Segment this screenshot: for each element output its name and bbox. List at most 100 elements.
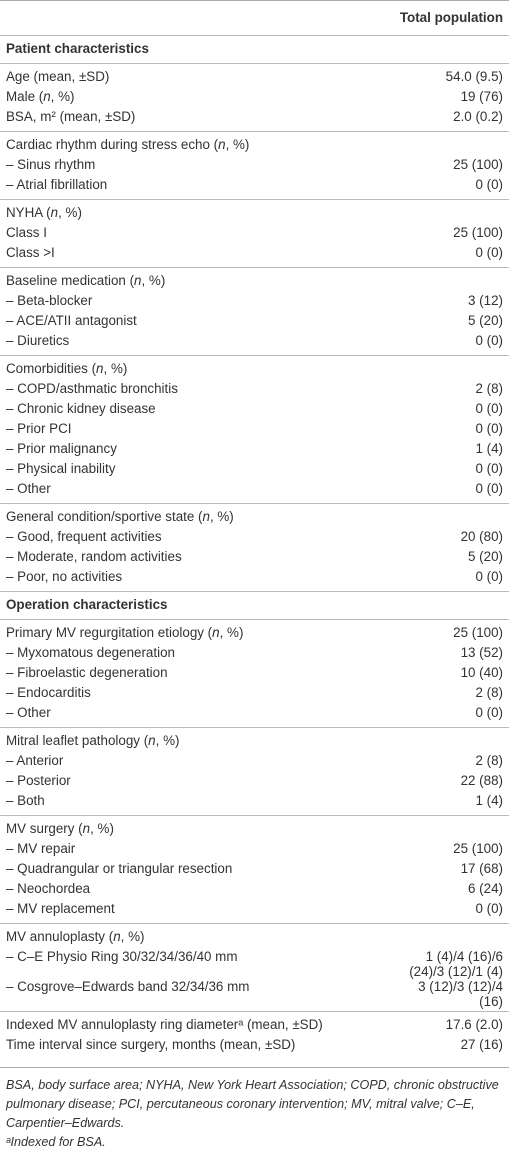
row-label: – ACE/ATII antagonist [6,313,137,328]
data-table: Total population Patient characteristics… [0,0,509,1060]
table-row: – Diuretics 0 (0) [0,333,509,356]
row-label: – Physical inability [6,461,116,476]
row-label: – Moderate, random activities [6,549,182,564]
row-value: 0 (0) [475,481,503,496]
table-row: Age (mean, ±SD) 54.0 (9.5) [0,64,509,90]
table-row: General condition/sportive state (n, %) [0,504,509,530]
row-value: 2 (8) [475,685,503,700]
row-label: – Prior PCI [6,421,72,436]
table-row: Male (n, %) 19 (76) [0,89,509,109]
row-value: 25 (100) [453,841,503,856]
table-row: – Prior malignancy 1 (4) [0,441,509,461]
table-row: – Prior PCI 0 (0) [0,421,509,441]
row-label: – Sinus rhythm [6,157,96,172]
row-label: NYHA (n, %) [6,205,82,220]
table-row: – Myxomatous degeneration 13 (52) [0,645,509,665]
row-label: Cardiac rhythm during stress echo (n, %) [6,137,250,152]
row-value: 25 (100) [453,225,503,240]
row-group: Indexed MV annuloplasty ring diameterᵃ (… [0,1011,509,1060]
row-group: Cardiac rhythm during stress echo (n, %)… [0,131,509,200]
row-value: 0 (0) [475,245,503,260]
row-label: Indexed MV annuloplasty ring diameterᵃ (… [6,1017,323,1032]
row-value: 20 (80) [460,529,503,544]
row-label: – Other [6,705,51,720]
row-label: – Chronic kidney disease [6,401,156,416]
row-label: – Beta-blocker [6,293,93,308]
row-label: – Anterior [6,753,64,768]
row-value: 1 (4) [475,793,503,808]
table-row: MV surgery (n, %) [0,816,509,842]
row-group: Baseline medication (n, %) – Beta-blocker… [0,267,509,356]
row-value: 3 (12) [468,293,503,308]
row-value: 2 (8) [475,381,503,396]
row-value: 54.0 (9.5) [445,69,503,84]
table-row: Indexed MV annuloplasty ring diameterᵃ (… [0,1012,509,1038]
table-row: – Physical inability 0 (0) [0,461,509,481]
row-label: – Fibroelastic degeneration [6,665,168,680]
row-value: 1 (4) [475,441,503,456]
row-group: NYHA (n, %) Class I 25 (100) Class >I 0 (0) [0,199,509,268]
table-row: – Endocarditis 2 (8) [0,685,509,705]
footnotes: BSA, body surface area; NYHA, New York H… [0,1067,509,1152]
row-value: 1 (4)/4 (16)/6 (24)/3 (12)/1 (4) [409,949,503,979]
row-label: – C–E Physio Ring 30/32/34/36/40 mm [6,949,238,964]
row-label: – Good, frequent activities [6,529,162,544]
row-value: 22 (88) [460,773,503,788]
row-value-empty [387,132,509,158]
row-label: Male (n, %) [6,89,75,104]
section-title: Operation characteristics [6,597,168,612]
table-row: – MV replacement 0 (0) [0,901,509,924]
section-row: Operation characteristics [0,592,509,620]
row-label: – Endocarditis [6,685,91,700]
row-label: – Posterior [6,773,71,788]
table-row: – ACE/ATII antagonist 5 (20) [0,313,509,333]
header-row: Total population [0,1,509,36]
row-group: Age (mean, ±SD) 54.0 (9.5) Male (n, %) 19 (… [0,63,509,132]
row-label: – Cosgrove–Edwards band 32/34/36 mm [6,979,250,994]
row-label: Class >I [6,245,55,260]
row-label: – Both [6,793,45,808]
table-row: – Anterior 2 (8) [0,753,509,773]
table-row: – Moderate, random activities 5 (20) [0,549,509,569]
table-row: – Chronic kidney disease 0 (0) [0,401,509,421]
row-value: 17.6 (2.0) [445,1017,503,1032]
row-value: 27 (16) [460,1037,503,1052]
table-row: BSA, m² (mean, ±SD) 2.0 (0.2) [0,109,509,132]
table-row: – Both 1 (4) [0,793,509,816]
row-value: 6 (24) [468,881,503,896]
table-row: – Other 0 (0) [0,481,509,504]
row-label: – COPD/asthmatic bronchitis [6,381,178,396]
table-row: Cardiac rhythm during stress echo (n, %) [0,132,509,158]
row-value: 19 (76) [460,89,503,104]
table-row: Class >I 0 (0) [0,245,509,268]
row-value: 0 (0) [475,461,503,476]
row-label: – Neochordea [6,881,91,896]
row-value-empty [387,728,509,754]
row-label: Mitral leaflet pathology (n, %) [6,733,180,748]
section-header: Patient characteristics [0,35,509,64]
row-label: Age (mean, ±SD) [6,69,110,84]
section-title: Patient characteristics [6,41,149,56]
row-value: 2.0 (0.2) [453,109,503,124]
row-label: Class I [6,225,47,240]
row-label: MV surgery (n, %) [6,821,114,836]
row-group: General condition/sportive state (n, %) –… [0,503,509,592]
table-row: Time interval since surgery, months (mea… [0,1037,509,1059]
table-row: – Cosgrove–Edwards band 32/34/36 mm 3 (12… [0,979,509,1012]
row-value: 0 (0) [475,401,503,416]
row-group: Primary MV regurgitation etiology (n, %)… [0,619,509,728]
table-row: – Neochordea 6 (24) [0,881,509,901]
table-row: MV annuloplasty (n, %) [0,924,509,950]
section-row: Patient characteristics [0,36,509,64]
table-row: – Quadrangular or triangular resection 17… [0,861,509,881]
row-label: Baseline medication (n, %) [6,273,166,288]
table-row: – Other 0 (0) [0,705,509,728]
table-row: NYHA (n, %) [0,200,509,226]
table-row: – Posterior 22 (88) [0,773,509,793]
row-value-empty [387,504,509,530]
row-value-empty [387,924,509,950]
table-row: Class I 25 (100) [0,225,509,245]
row-label: – Quadrangular or triangular resection [6,861,233,876]
table-header: Total population [0,1,509,36]
